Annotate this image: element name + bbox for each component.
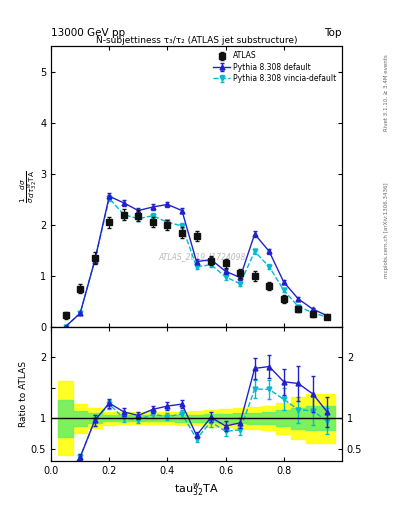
Text: Top: Top (324, 28, 342, 38)
Text: ATLAS_2019_I1724098: ATLAS_2019_I1724098 (159, 252, 246, 261)
X-axis label: tau$^{w}_{32}$TA: tau$^{w}_{32}$TA (174, 481, 219, 498)
Text: 13000 GeV pp: 13000 GeV pp (51, 28, 125, 38)
Title: N-subjettiness τ₃/τ₂ (ATLAS jet substructure): N-subjettiness τ₃/τ₂ (ATLAS jet substruc… (96, 36, 297, 45)
Y-axis label: Ratio to ATLAS: Ratio to ATLAS (19, 361, 28, 427)
Y-axis label: $\frac{1}{\sigma}\frac{d\sigma}{d\tau_{32}^{w}\mathrm{TA}}$: $\frac{1}{\sigma}\frac{d\sigma}{d\tau_{3… (18, 170, 39, 203)
Text: mcplots.cern.ch [arXiv:1306.3436]: mcplots.cern.ch [arXiv:1306.3436] (384, 183, 389, 278)
Legend: ATLAS, Pythia 8.308 default, Pythia 8.308 vincia-default: ATLAS, Pythia 8.308 default, Pythia 8.30… (212, 50, 338, 84)
Text: Rivet 3.1.10, ≥ 3.4M events: Rivet 3.1.10, ≥ 3.4M events (384, 54, 389, 131)
